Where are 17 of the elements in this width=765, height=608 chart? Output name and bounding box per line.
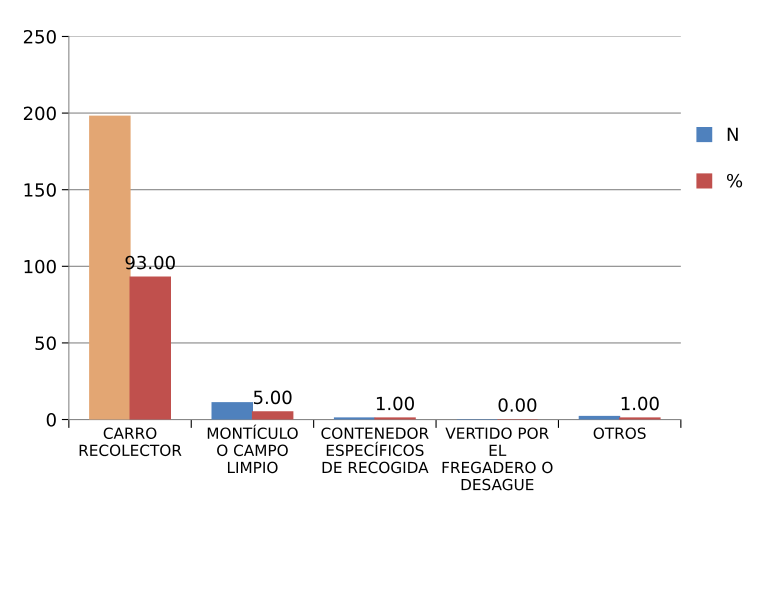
legend-label: % <box>726 174 742 188</box>
data-label: 1.00 <box>376 396 414 410</box>
x-tick-label: VERTIDO POR EL FREGADERO O DESAGUE <box>442 427 553 490</box>
x-tick-label: MONTÍCULO O CAMPO LIMPIO <box>208 424 298 474</box>
data-label: 0.00 <box>498 398 536 412</box>
legend-label: N <box>728 128 738 141</box>
data-label: 1.00 <box>622 396 659 410</box>
y-tick-label: 250 <box>24 30 56 44</box>
x-tick-label: CARRO RECOLECTOR <box>80 427 182 456</box>
x-tick-label: CONTENEDOR ESPECÍFICOS DE RECOGIDA <box>321 427 429 474</box>
y-tick-label: 100 <box>24 260 56 274</box>
x-tick-label: OTROS <box>594 427 646 440</box>
y-tick-label: 150 <box>24 183 56 197</box>
y-tick-label: 50 <box>35 336 56 350</box>
y-tick-label: 200 <box>24 106 56 120</box>
y-tick-label: 0 <box>46 412 56 427</box>
data-label: 5.00 <box>254 390 292 404</box>
